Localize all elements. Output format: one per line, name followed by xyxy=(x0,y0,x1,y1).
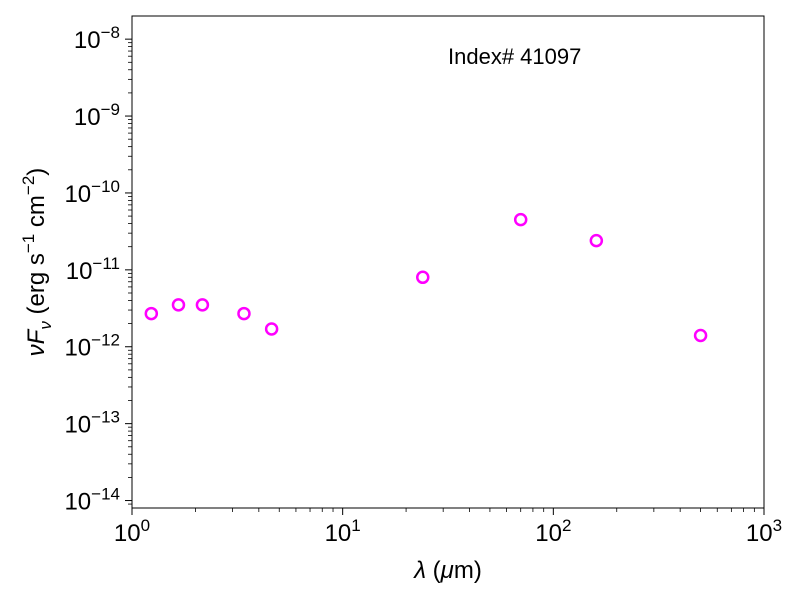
annotation-text: Index# 41097 xyxy=(448,44,581,69)
x-tick-label: 100 xyxy=(114,516,150,547)
plot-area xyxy=(131,15,765,509)
y-axis-label: νFν (erg s−1 cm−2) xyxy=(19,168,55,357)
tick-labels: 100 101 102 103 10−14 10−13 10−12 10−11 10−10 10−… xyxy=(64,23,782,547)
x-tick-label: 102 xyxy=(535,516,571,547)
data-point xyxy=(195,298,210,312)
data-point xyxy=(144,306,159,321)
data-point xyxy=(264,322,279,336)
data-point xyxy=(416,270,430,285)
data-point xyxy=(589,233,604,248)
x-axis-label: λ (μm) xyxy=(412,557,482,584)
data-point xyxy=(237,306,251,321)
x-tick-label: 103 xyxy=(746,516,782,547)
data-point xyxy=(693,328,708,343)
x-tick-label: 101 xyxy=(325,516,361,547)
data-points xyxy=(144,212,708,343)
y-tick-label: 10−8 xyxy=(74,23,120,54)
data-point xyxy=(513,212,528,227)
y-tick-label: 10−13 xyxy=(64,408,120,439)
y-tick-label: 10−12 xyxy=(64,331,120,362)
axis-ticks xyxy=(125,38,765,515)
data-point xyxy=(171,298,186,312)
y-tick-label: 10−11 xyxy=(66,254,120,285)
y-tick-label: 10−9 xyxy=(74,100,120,131)
y-tick-label: 10−10 xyxy=(64,177,120,208)
y-tick-label: 10−14 xyxy=(64,485,120,516)
